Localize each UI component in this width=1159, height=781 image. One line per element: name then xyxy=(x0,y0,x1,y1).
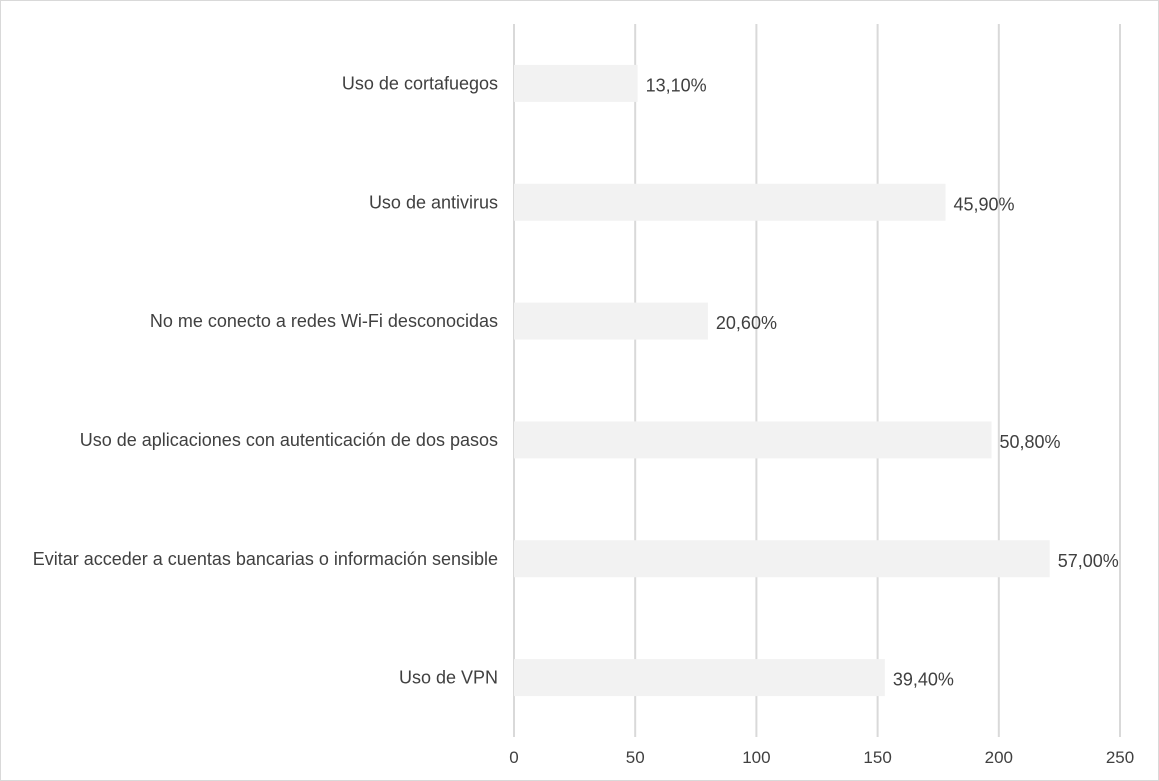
x-tick-label: 50 xyxy=(626,748,645,767)
data-label: 57,00% xyxy=(1058,551,1119,571)
bar xyxy=(514,64,638,102)
data-label: 45,90% xyxy=(953,194,1014,214)
bar xyxy=(514,183,946,221)
data-label: 50,80% xyxy=(1000,432,1061,452)
x-tick-label: 100 xyxy=(742,748,770,767)
category-label: Evitar acceder a cuentas bancarias o inf… xyxy=(33,549,498,569)
category-label: Uso de VPN xyxy=(399,668,498,688)
data-label: 20,60% xyxy=(716,313,777,333)
bar xyxy=(514,659,885,697)
x-tick-label: 150 xyxy=(863,748,891,767)
category-label: No me conecto a redes Wi-Fi desconocidas xyxy=(150,311,498,331)
bar xyxy=(514,302,708,340)
bar xyxy=(514,540,1050,578)
category-label: Uso de antivirus xyxy=(369,192,498,212)
data-label: 39,40% xyxy=(893,670,954,690)
x-tick-label: 250 xyxy=(1106,748,1134,767)
data-label: 13,10% xyxy=(646,75,707,95)
category-label: Uso de aplicaciones con autenticación de… xyxy=(80,430,498,450)
category-label: Uso de cortafuegos xyxy=(342,73,498,93)
bar xyxy=(514,421,992,459)
x-tick-label: 0 xyxy=(509,748,518,767)
x-tick-label: 200 xyxy=(985,748,1013,767)
